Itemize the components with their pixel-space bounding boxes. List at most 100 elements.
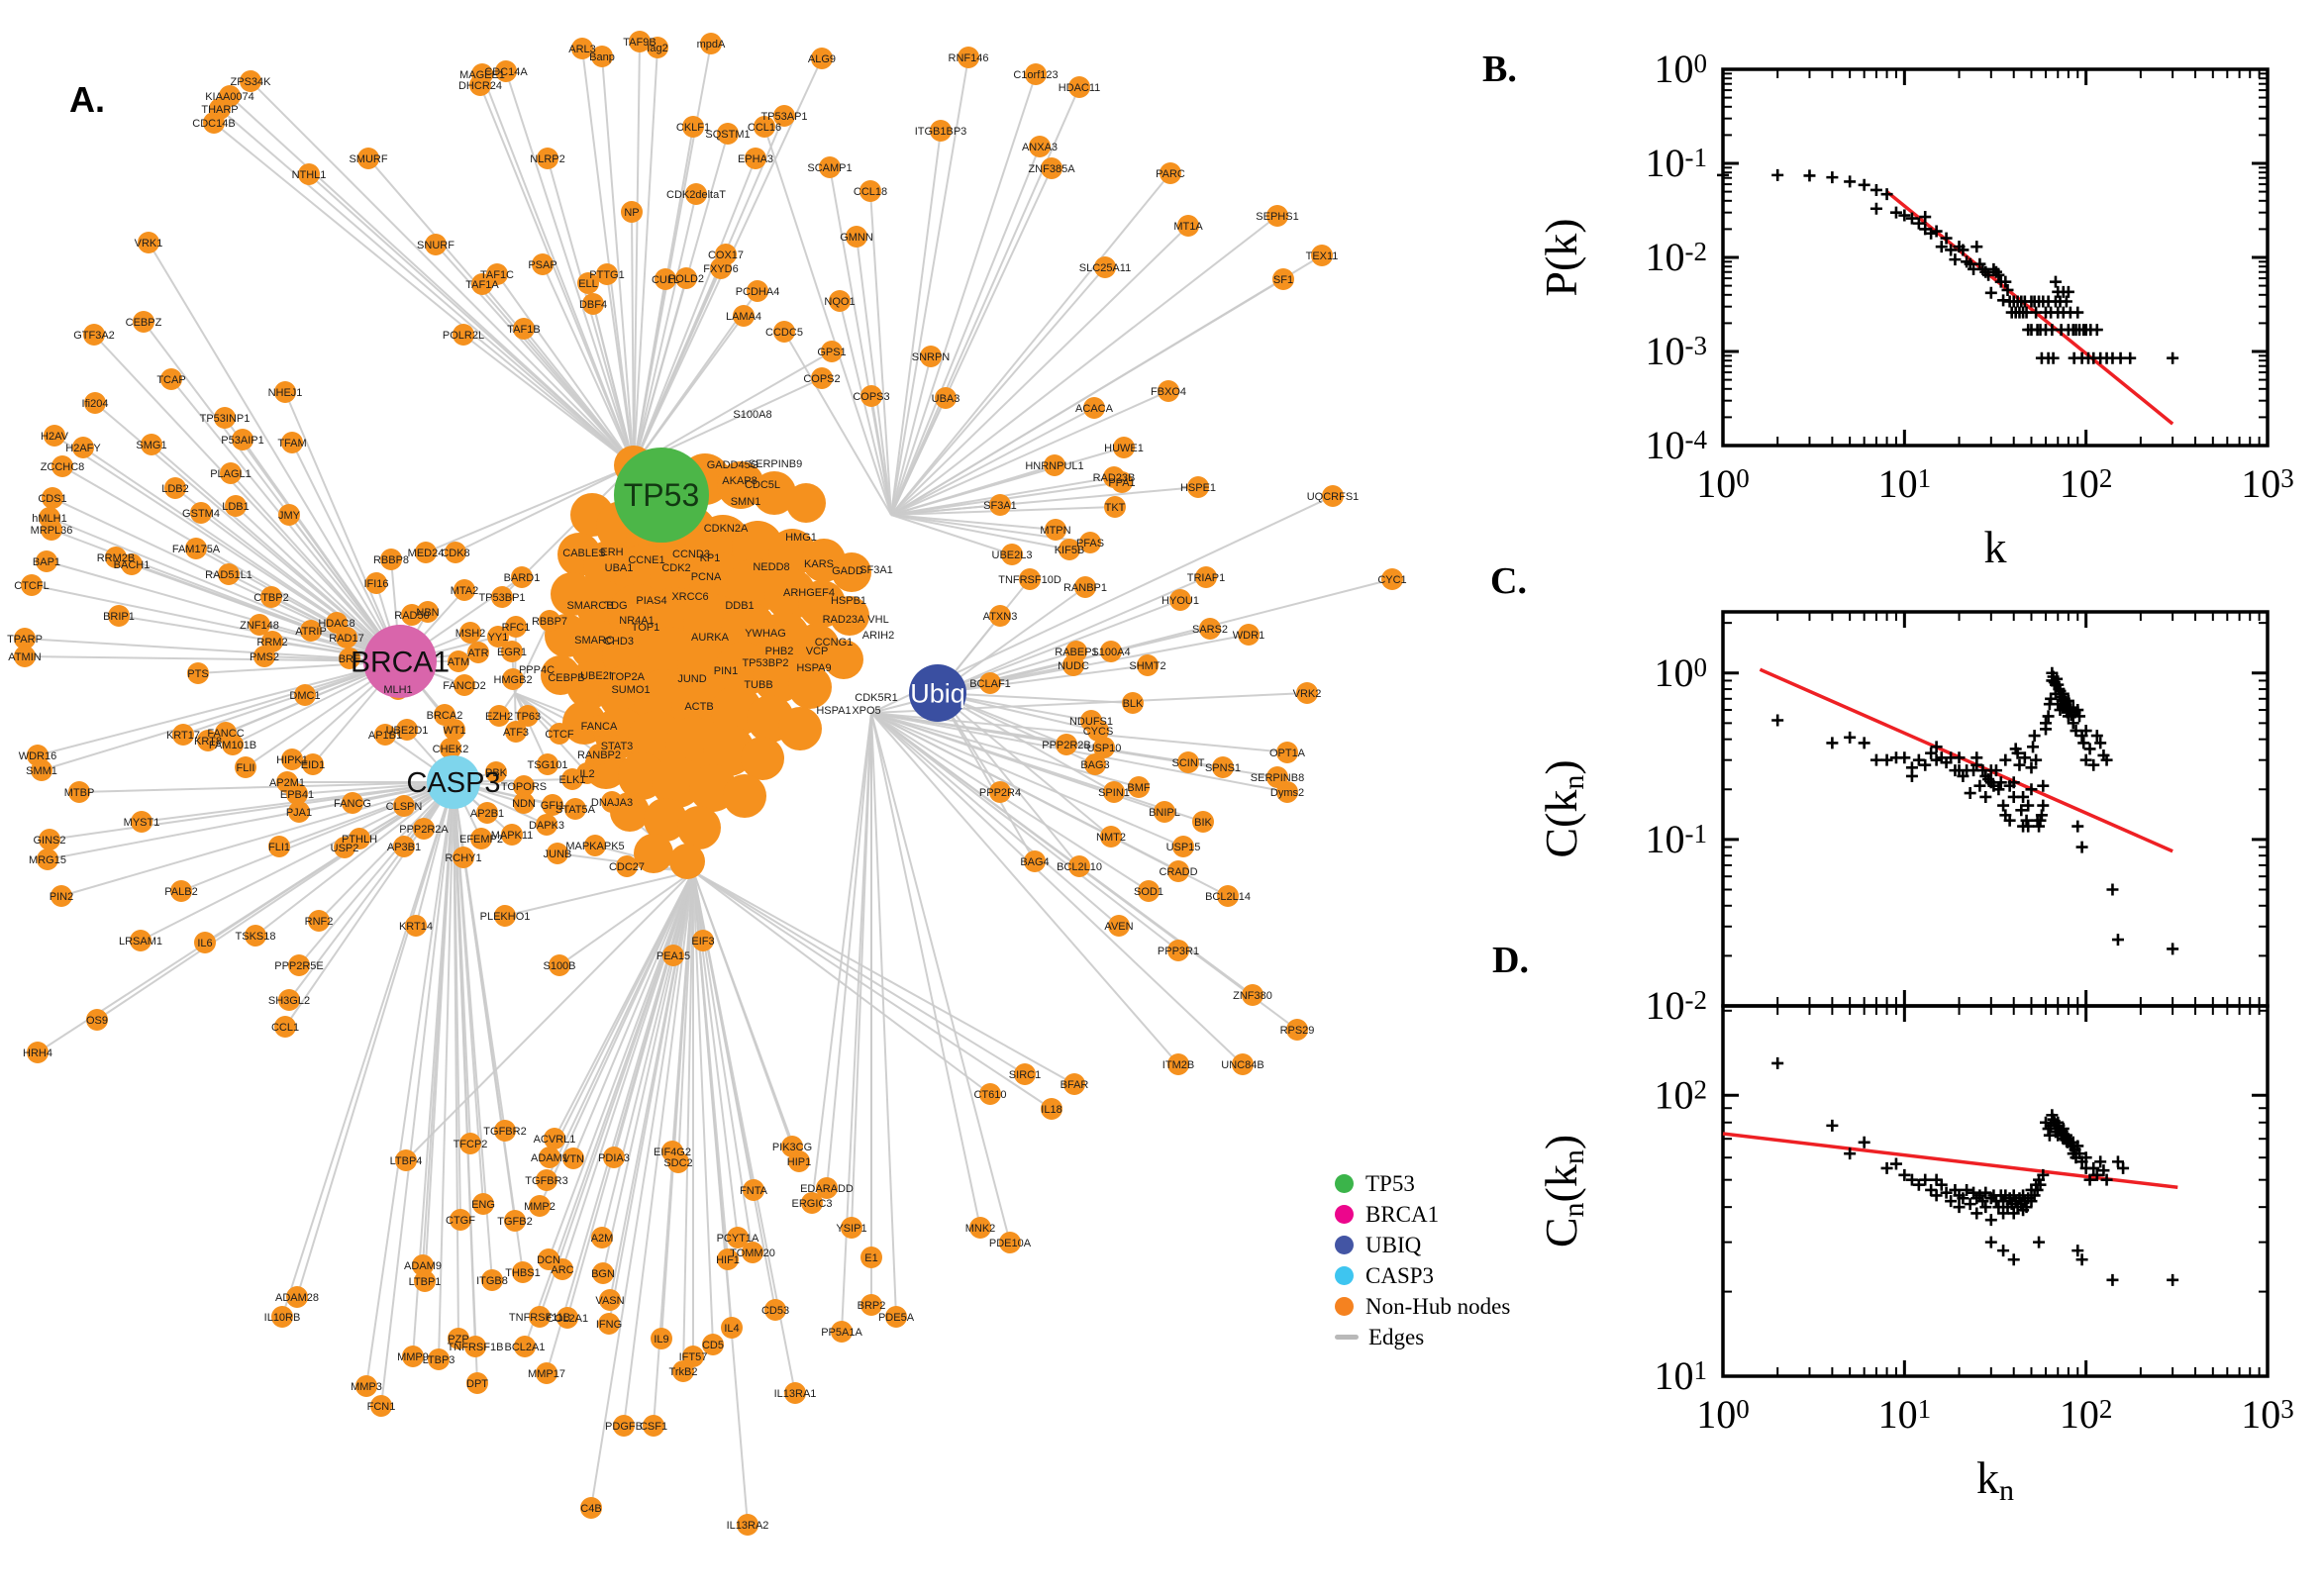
gene-node[interactable] [781,1136,803,1157]
gene-node[interactable] [816,1177,838,1199]
gene-node[interactable] [576,762,598,784]
gene-node[interactable] [501,824,523,846]
gene-node[interactable] [979,1083,1001,1105]
gene-node[interactable] [536,814,557,836]
gene-node[interactable] [598,1313,620,1335]
gene-node[interactable] [606,735,628,756]
gene-node[interactable] [412,1254,434,1276]
gene-node[interactable] [86,1009,108,1031]
gene-node[interactable] [532,253,554,275]
gene-node[interactable] [1286,1019,1308,1041]
gene-node[interactable] [667,1151,689,1173]
gene-node[interactable] [846,226,867,248]
gene-node[interactable] [662,945,684,966]
gene-node[interactable] [253,646,275,667]
gene-node[interactable] [717,1248,739,1270]
gene-node[interactable] [415,542,437,563]
gene-node[interactable] [1195,566,1217,588]
gene-node[interactable] [68,781,90,803]
gene-node[interactable] [829,290,851,312]
gene-node[interactable] [801,1192,823,1214]
gene-node[interactable] [505,721,527,743]
gene-node[interactable] [547,843,568,864]
gene-node[interactable] [603,1147,625,1168]
gene-node[interactable] [302,753,324,775]
gene-node[interactable] [979,672,1001,694]
gene-node[interactable] [989,781,1011,803]
gene-node[interactable] [141,434,162,455]
gene-node[interactable] [721,1317,743,1339]
gene-node[interactable] [1029,136,1051,157]
gene-node[interactable] [160,368,182,390]
gene-node[interactable] [1111,471,1133,493]
gene-node[interactable] [1217,885,1239,907]
gene-node[interactable] [989,605,1011,627]
gene-node[interactable] [298,163,320,185]
gene-node[interactable] [588,715,610,737]
gene-node[interactable] [494,905,516,927]
gene-node[interactable] [1079,532,1101,553]
gene-node[interactable] [577,272,599,294]
gene-node[interactable] [539,610,560,632]
gene-node[interactable] [513,775,535,797]
gene-node[interactable] [1154,801,1175,823]
gene-node[interactable] [453,324,474,346]
gene-node[interactable] [930,120,952,142]
gene-node[interactable] [380,549,402,570]
gene-node[interactable] [969,1217,991,1239]
gene-node[interactable] [513,318,535,340]
gene-node[interactable] [536,1362,557,1384]
gene-node[interactable] [1296,682,1318,704]
gene-node[interactable] [417,601,439,623]
gene-node[interactable] [1232,1053,1254,1075]
gene-node[interactable] [1311,245,1333,266]
gene-node[interactable] [459,1133,481,1154]
gene-node[interactable] [1084,753,1106,775]
gene-node[interactable] [481,1269,503,1291]
gene-node[interactable] [41,519,62,541]
gene-node[interactable] [286,1286,308,1308]
gene-node[interactable] [1122,692,1144,714]
gene-node[interactable] [121,553,143,575]
gene-node[interactable] [1041,1098,1062,1120]
gene-node[interactable] [395,1149,417,1171]
gene-node[interactable] [214,407,236,429]
gene-node[interactable] [1044,454,1065,476]
gene-node[interactable] [860,385,882,407]
gene-node[interactable] [249,614,270,636]
gene-node[interactable] [281,748,303,770]
gene-node[interactable] [811,48,833,69]
gene-node[interactable] [27,1042,49,1063]
gene-node[interactable] [1212,756,1234,778]
gene-node[interactable] [413,818,435,840]
gene-node[interactable] [31,759,52,781]
gene-node[interactable] [133,311,154,333]
gene-node[interactable] [495,60,517,82]
gene-node[interactable] [494,1120,516,1142]
gene-node[interactable] [989,494,1011,516]
gene-node[interactable] [655,268,676,290]
gene-node[interactable] [445,542,466,563]
gene-node[interactable] [164,477,186,499]
gene-node[interactable] [1167,1053,1189,1075]
gene-node[interactable] [613,1415,635,1437]
gene-node[interactable] [621,201,643,223]
gene-node[interactable] [83,324,105,346]
gene-node[interactable] [1128,776,1150,798]
gene-node[interactable] [582,293,604,315]
gene-node[interactable] [454,579,475,601]
gene-node[interactable] [190,502,212,524]
gene-node[interactable] [1063,1073,1085,1095]
gene-node[interactable] [549,723,570,745]
gene-node[interactable] [629,31,651,52]
gene-node[interactable] [1093,737,1115,758]
gene-node[interactable] [170,880,192,902]
gene-node[interactable] [288,954,310,976]
gene-node[interactable] [487,626,509,648]
gene-node[interactable] [1062,654,1084,676]
gene-node[interactable] [1083,397,1105,419]
gene-node[interactable] [859,180,881,202]
gene-node[interactable] [773,105,795,127]
gene-node[interactable] [1103,781,1125,803]
gene-node[interactable] [1381,568,1403,590]
